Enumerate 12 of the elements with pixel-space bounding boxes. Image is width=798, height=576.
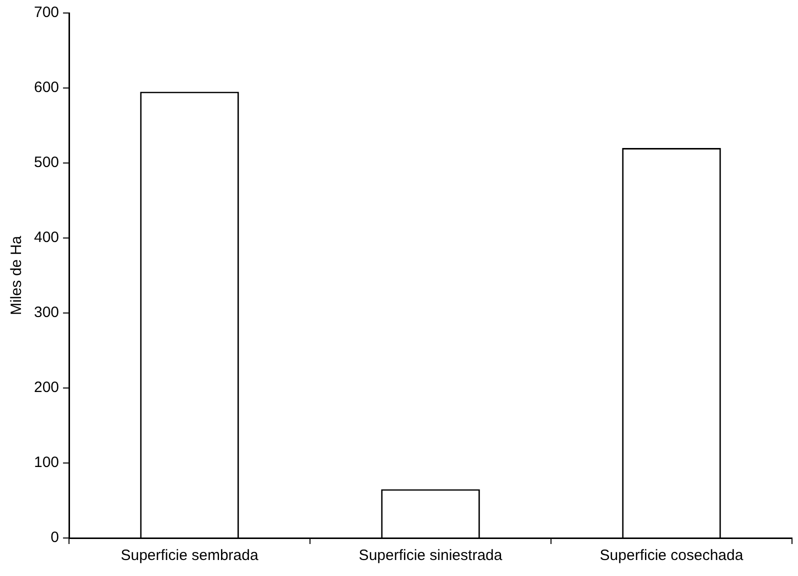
x-tick-label: Superficie sembrada xyxy=(120,547,259,564)
y-tick-label: 0 xyxy=(50,529,60,546)
y-tick-label: 600 xyxy=(34,79,60,96)
y-tick-label: 400 xyxy=(34,229,60,246)
x-tick-label: Superficie cosechada xyxy=(600,547,744,564)
x-tick-label: Superficie siniestrada xyxy=(358,547,503,564)
y-tick-label: 700 xyxy=(34,4,60,22)
y-tick-label: 300 xyxy=(34,304,60,322)
y-axis-title: Miles de Ha xyxy=(8,235,26,316)
y-tick-label: 200 xyxy=(34,379,60,396)
y-tick-label: 100 xyxy=(34,454,60,472)
y-tick-label: 500 xyxy=(34,154,60,172)
